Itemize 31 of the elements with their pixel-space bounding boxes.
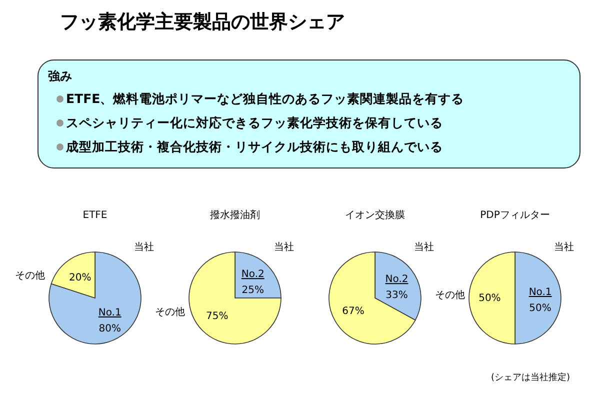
data-label: 67% bbox=[342, 306, 364, 317]
text: No.1 bbox=[528, 287, 552, 298]
chart-title: ETFE bbox=[82, 210, 108, 221]
text: スペシャリティー化に対応できるフッ素化学技術を保有している bbox=[66, 115, 443, 130]
text: 成型加工技術・複合化技術・リサイクル技術にも取り組んでいる bbox=[65, 139, 443, 154]
text: (シェアは当社推定) bbox=[490, 372, 570, 383]
data-label: 50% bbox=[529, 303, 552, 314]
data-label: 33% bbox=[386, 290, 408, 302]
data-label: 50% bbox=[478, 293, 501, 304]
slice-label: その他 bbox=[435, 289, 465, 301]
chart-title: イオン交換膜 bbox=[345, 209, 405, 221]
pie-slice bbox=[188, 252, 282, 344]
text: ETFE、燃料電池ポリマーなど独自性のあるフッ素関連製品を有する bbox=[66, 91, 464, 106]
chart-title: 撥水撥油剤 bbox=[210, 209, 260, 221]
slice-label: 当社 bbox=[134, 241, 154, 253]
slice-label: 当社 bbox=[554, 241, 574, 253]
text: 強み bbox=[48, 69, 72, 83]
data-label: 25% bbox=[242, 285, 264, 296]
slice-label: その他 bbox=[15, 269, 45, 282]
slice-label: 当社 bbox=[274, 241, 294, 253]
text: No.1 bbox=[98, 307, 122, 318]
data-label: 80% bbox=[98, 323, 121, 334]
text: No.2 bbox=[385, 274, 408, 286]
data-label: 75% bbox=[206, 310, 228, 322]
data-label: 20% bbox=[69, 272, 92, 284]
text: No.2 bbox=[241, 269, 264, 280]
pie-slice bbox=[48, 252, 142, 344]
text: フッ素化学主要製品の世界シェア bbox=[60, 11, 345, 33]
chart-title: PDPフィルター bbox=[480, 210, 550, 221]
slice-label: その他 bbox=[155, 306, 185, 318]
slice-label: 当社 bbox=[414, 241, 434, 253]
